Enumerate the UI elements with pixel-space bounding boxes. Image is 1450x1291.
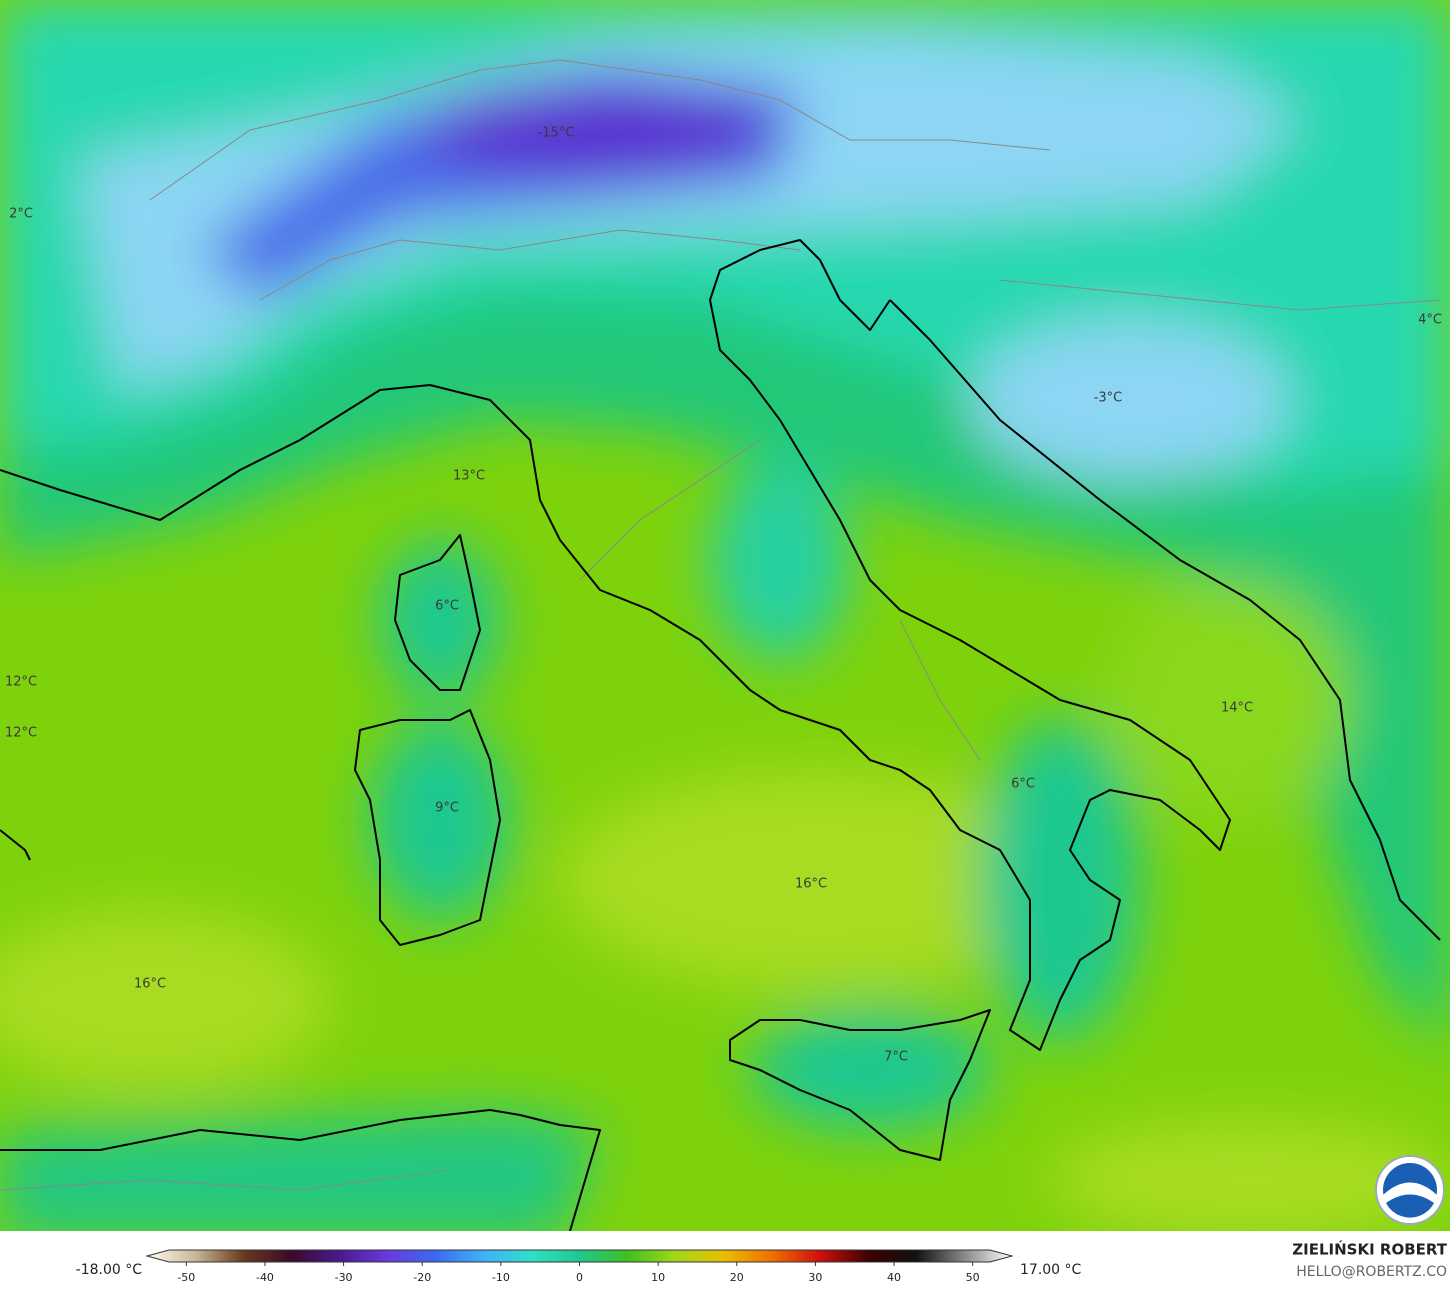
colorbar-tick-label: -20 xyxy=(413,1271,431,1284)
colorbar-max-label: 17.00 °C xyxy=(1020,1262,1082,1278)
colorbar-tick-label: -10 xyxy=(492,1271,510,1284)
colorbar-tick-label: -40 xyxy=(256,1271,274,1284)
borders xyxy=(0,59,1441,1191)
temperature-label: 14°C xyxy=(1221,701,1253,716)
temperature-label: 13°C xyxy=(453,469,485,484)
map-labels: -15°C 2°C 13°C 6°C 12°C 12°C 9°C 16°C 16°C 7°C 6°C… xyxy=(5,126,1442,1065)
email: HELLO@ROBERTZ.CO xyxy=(1296,1264,1447,1280)
temperature-label: 4°C xyxy=(1418,313,1442,328)
temperature-label: 16°C xyxy=(134,977,166,992)
temperature-label: 7°C xyxy=(884,1050,908,1065)
temperature-label: 6°C xyxy=(1011,777,1035,792)
colorbar-tick-label: -50 xyxy=(177,1271,195,1284)
temperature-label: -3°C xyxy=(1094,391,1123,406)
colorbar: -50 -40 -30 -20 -10 0 10 20 30 40 50 xyxy=(145,1249,1014,1284)
colorbar-tick-label: 30 xyxy=(808,1271,822,1284)
colorbar-tick-label: 40 xyxy=(887,1271,901,1284)
temperature-label: 6°C xyxy=(435,599,459,614)
temperature-label: 2°C xyxy=(9,207,33,222)
temperature-label: 12°C xyxy=(5,726,37,741)
colorbar-tick-label: 50 xyxy=(966,1271,980,1284)
colorbar-tick-label: 20 xyxy=(730,1271,744,1284)
temperature-label: 16°C xyxy=(795,877,827,892)
colorbar-tick-label: 0 xyxy=(576,1271,583,1284)
temperature-label: 12°C xyxy=(5,675,37,690)
colorbar-tick-label: -30 xyxy=(335,1271,353,1284)
coastlines xyxy=(0,239,1441,1231)
colorbar-tick-label: 10 xyxy=(651,1271,665,1284)
author: ZIELIŃSKI ROBERT xyxy=(1292,1240,1447,1259)
map: -15°C 2°C 13°C 6°C 12°C 12°C 9°C 16°C 16°C 7°C 6°C… xyxy=(0,0,1450,1231)
colorbar-bar xyxy=(145,1249,1014,1263)
colorbar-min-label: -18.00 °C xyxy=(76,1262,143,1278)
temperature-label: -15°C xyxy=(538,126,575,141)
temperature-label: 9°C xyxy=(435,801,459,816)
noaa-logo xyxy=(1375,1155,1445,1225)
temperature-field xyxy=(0,0,1450,1231)
